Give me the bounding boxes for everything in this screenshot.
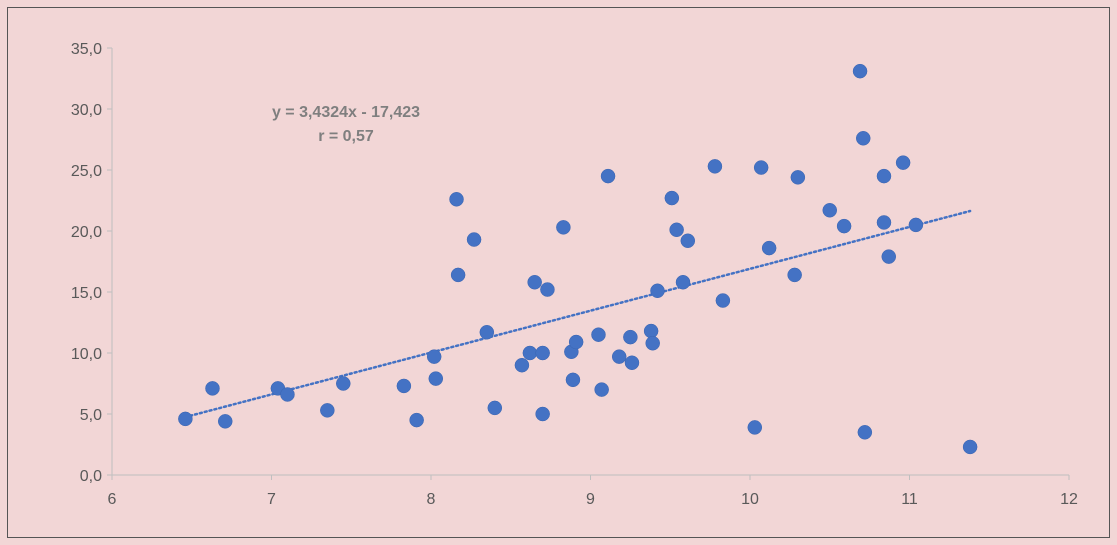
- data-point: [747, 420, 763, 435]
- data-point: [822, 203, 837, 218]
- r-value-annotation: r = 0,57: [318, 128, 374, 145]
- data-point: [428, 371, 444, 386]
- data-point: [895, 155, 911, 170]
- data-point: [876, 215, 892, 230]
- data-point: [908, 217, 924, 233]
- data-point: [881, 249, 897, 264]
- data-point: [715, 293, 731, 308]
- x-tick-label: 11: [901, 491, 918, 508]
- data-point: [205, 381, 220, 396]
- data-point: [836, 218, 852, 234]
- x-tick-label: 8: [427, 491, 436, 508]
- y-tick-label: 5,0: [80, 407, 102, 424]
- data-point: [535, 345, 550, 361]
- y-tick-label: 15,0: [71, 285, 102, 302]
- scatter-chart: 0,0 5,0 10,0 15,0 20,0 25,0 30,0 35,0 6 7 8 9 10 11 12…: [71, 41, 1078, 508]
- data-point: [669, 222, 684, 238]
- x-tick-label: 6: [108, 491, 117, 508]
- data-point: [426, 349, 442, 364]
- data-point: [217, 414, 233, 429]
- equation-annotation: y = 3,4324x - 17,423: [272, 104, 420, 121]
- data-point: [707, 159, 723, 174]
- data-point: [594, 382, 609, 397]
- data-point: [540, 282, 555, 297]
- data-point: [466, 232, 482, 247]
- data-points: [178, 63, 978, 455]
- data-point: [753, 160, 769, 175]
- y-tick-label: 10,0: [71, 346, 102, 363]
- data-point: [962, 439, 978, 455]
- data-point: [650, 283, 665, 299]
- data-point: [522, 345, 538, 361]
- y-tick-label: 30,0: [71, 102, 102, 119]
- x-tick-label: 10: [741, 491, 759, 508]
- data-point: [527, 274, 542, 290]
- data-point: [565, 372, 581, 388]
- y-tick-label: 0,0: [80, 468, 102, 485]
- data-point: [645, 335, 660, 351]
- tick-labels: 0,0 5,0 10,0 15,0 20,0 25,0 30,0 35,0 6 7 8 9 10 11 12: [71, 41, 1078, 508]
- y-tick-label: 20,0: [71, 224, 102, 241]
- data-point: [280, 387, 295, 402]
- axes: [111, 48, 1069, 476]
- data-point: [535, 406, 550, 422]
- data-point: [857, 425, 873, 440]
- data-point: [675, 274, 691, 290]
- data-point: [600, 168, 616, 184]
- x-tick-label: 12: [1060, 491, 1078, 508]
- data-point: [409, 412, 424, 428]
- data-point: [449, 192, 464, 207]
- y-tick-label: 35,0: [71, 41, 102, 58]
- data-point: [487, 400, 503, 416]
- data-point: [479, 325, 495, 340]
- data-point: [396, 378, 412, 394]
- trendline: [184, 209, 972, 419]
- data-point: [611, 349, 627, 364]
- data-point: [568, 334, 584, 350]
- data-point: [876, 168, 892, 184]
- data-point: [664, 190, 680, 206]
- data-point: [450, 267, 466, 283]
- x-tick-label: 9: [586, 491, 595, 508]
- y-tick-label: 25,0: [71, 163, 102, 180]
- data-point: [320, 403, 335, 418]
- data-point: [787, 267, 802, 283]
- data-point: [680, 233, 696, 249]
- data-point: [514, 357, 530, 373]
- data-point: [761, 240, 777, 256]
- data-point: [178, 411, 193, 427]
- x-tick-label: 7: [267, 491, 276, 508]
- data-point: [624, 355, 640, 371]
- chart-frame: 0,0 5,0 10,0 15,0 20,0 25,0 30,0 35,0 6 7 8 9 10 11 12…: [7, 7, 1110, 538]
- data-point: [790, 170, 806, 185]
- data-point: [556, 220, 571, 235]
- data-point: [336, 376, 351, 391]
- data-point: [852, 63, 868, 79]
- data-point: [855, 131, 871, 146]
- data-point: [623, 329, 638, 345]
- data-point: [643, 323, 659, 339]
- data-point: [591, 327, 606, 342]
